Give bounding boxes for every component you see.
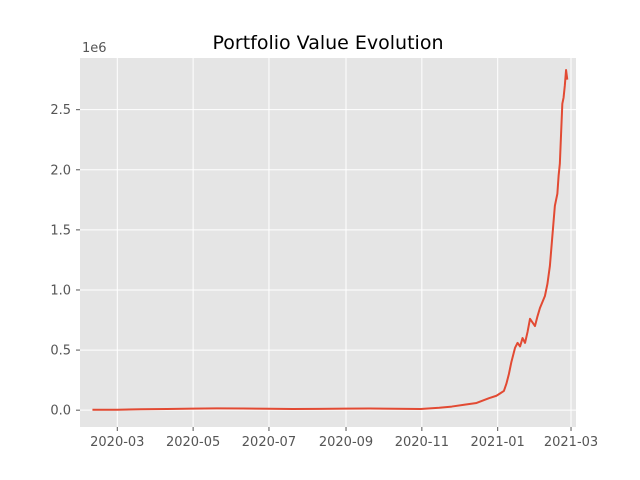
y-tick-label: 2.5	[50, 103, 71, 118]
x-tick-label: 2021-03	[544, 435, 598, 450]
y-tick-label: 1.5	[50, 223, 71, 238]
series-group	[92, 69, 569, 411]
x-tick-label: 2021-01	[471, 435, 525, 450]
x-axis-ticks: 2020-03 2020-05 2020-07 2020-09 2020-11 2021-…	[90, 427, 598, 450]
series-line	[92, 69, 569, 411]
y-axis-ticks: 0.0 0.5 1.0 1.5 2.0 2.5	[50, 103, 80, 419]
x-tick-label: 2020-07	[242, 435, 296, 450]
x-tick-label: 2020-11	[395, 435, 449, 450]
y-offset-label: 1e6	[82, 41, 107, 56]
x-tick-label: 2020-05	[166, 435, 220, 450]
x-tick-label: 2020-03	[90, 435, 144, 450]
plot-area	[80, 58, 576, 427]
x-tick-label: 2020-09	[319, 435, 373, 450]
grid-lines	[80, 58, 576, 427]
y-tick-label: 1.0	[50, 283, 71, 298]
chart-title: Portfolio Value Evolution	[212, 32, 443, 54]
y-tick-label: 0.5	[50, 344, 71, 359]
y-tick-label: 0.0	[50, 404, 71, 419]
y-tick-label: 2.0	[50, 163, 71, 178]
